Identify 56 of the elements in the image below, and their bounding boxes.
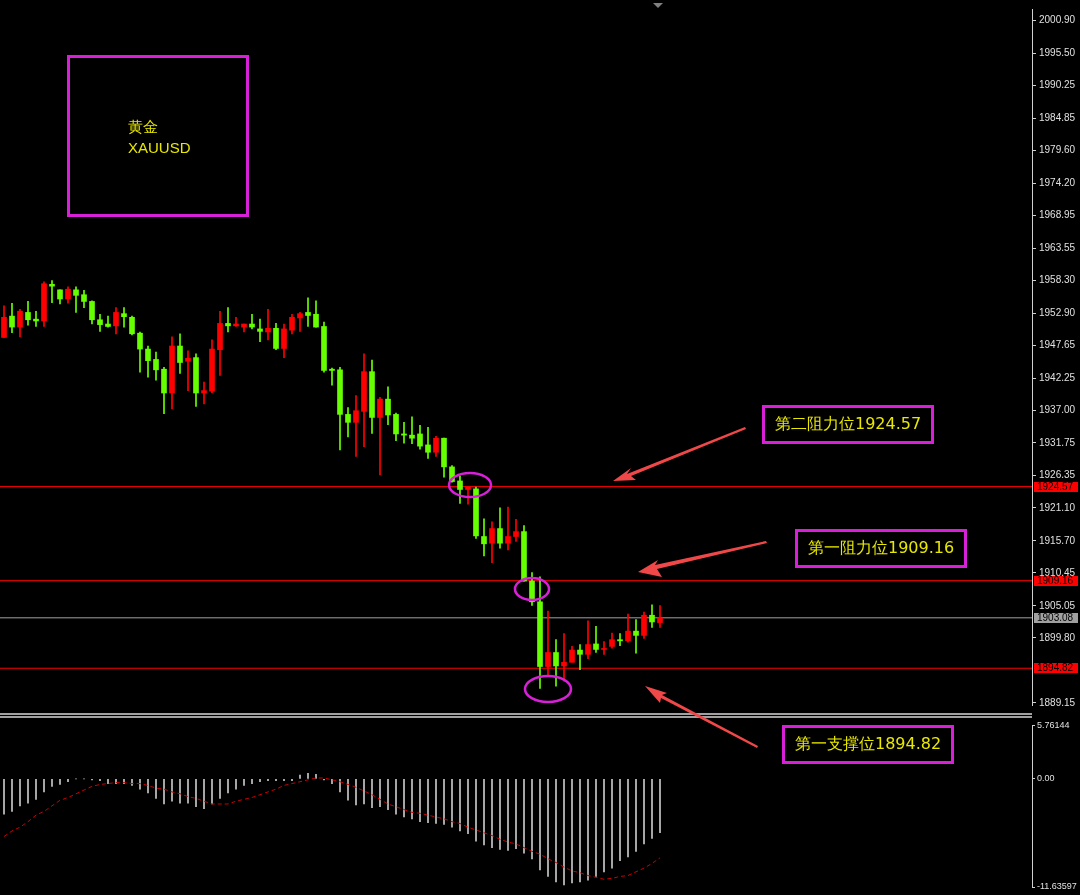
candlestick [633,619,639,654]
ref-line-label: 1924.57 [1037,481,1074,493]
candlestick [201,381,207,405]
y-tick-label: 1942.25 [1039,372,1076,384]
candlestick [297,312,303,332]
candlestick [353,395,359,457]
y-tick-label: 1984.85 [1039,112,1076,124]
y-tick-label: 1952.90 [1039,307,1076,319]
y-tick-label: 1947.65 [1039,339,1076,351]
ref-line-label: 1903.08 [1037,612,1074,624]
candlestick [577,644,583,670]
candlestick [593,625,599,653]
y-tick-label: 1905.05 [1039,599,1076,611]
y-tick-label: 1910.45 [1039,566,1076,578]
candlestick [305,297,311,327]
y-tick-label: 2000.90 [1039,14,1076,26]
text: 黄金 [128,117,159,137]
y-tick-label: -11.63597 [1037,881,1077,892]
candlestick [505,506,511,551]
candlestick [257,318,263,343]
candlestick [225,307,231,333]
y-tick-label: 1915.70 [1039,534,1076,546]
candlestick [481,518,487,557]
ref-line-label: 1909.16 [1037,575,1074,587]
annotation: 第一支撑位1894.82 [782,725,955,764]
candlestick [265,309,271,341]
line-series [3,777,661,880]
annotation: 第二阻力位1924.57 [762,405,935,444]
y-tick-label: 1995.50 [1039,47,1076,59]
candlestick [617,633,623,647]
y-tick-label: 1926.35 [1039,469,1076,481]
y-tick-label: 1899.80 [1039,631,1076,643]
y-tick-label: 1968.95 [1039,209,1076,221]
y-tick-label: 1937.00 [1039,404,1076,416]
y-tick-label: 1990.25 [1039,79,1076,91]
y-tick-label: 1921.10 [1039,501,1076,513]
y-tick-label: 1889.15 [1039,696,1076,708]
candlestick [121,307,127,328]
candlestick [49,280,55,303]
ref-line-label: 1894.82 [1037,662,1074,674]
y-tick-label: 1963.55 [1039,242,1076,254]
candlestick [329,367,335,386]
text: XAUUSD [128,138,192,158]
candlestick [601,641,607,655]
candlestick [377,396,383,476]
y-tick-label: 1958.30 [1039,274,1076,286]
candlestick [409,416,415,445]
y-tick-label: 1931.75 [1039,436,1076,448]
y-tick-label: 1974.20 [1039,177,1076,189]
candlestick [425,426,431,459]
y-tick-label: 1979.60 [1039,144,1076,156]
annotation: 第一阻力位1909.16 [795,529,968,568]
y-tick-label: 5.76144 [1037,719,1070,730]
candlestick [73,286,79,313]
y-tick-label: 0.00 [1037,773,1055,784]
candlestick [185,350,191,391]
